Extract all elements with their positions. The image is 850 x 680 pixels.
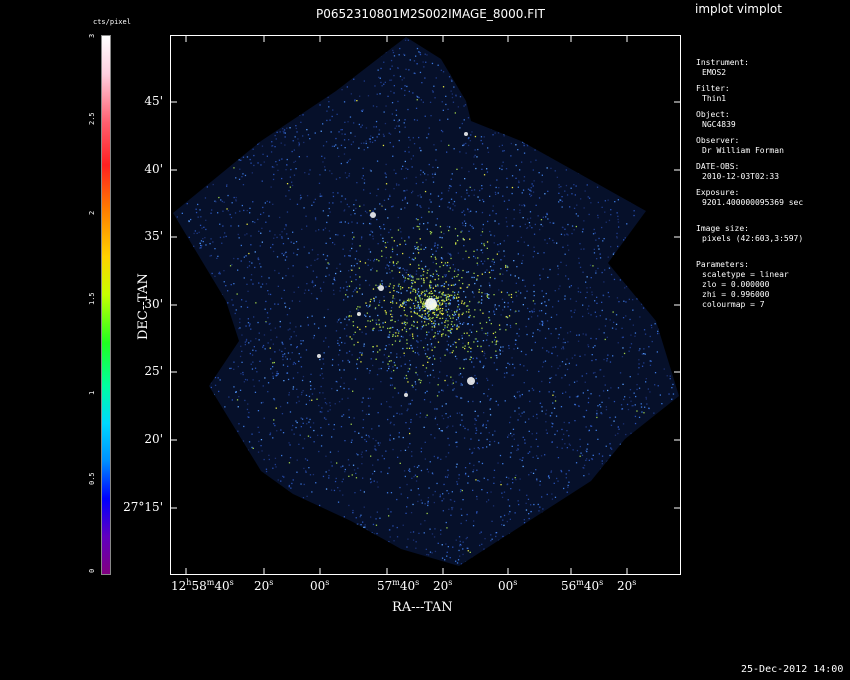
filter-label: Filter: bbox=[696, 84, 730, 93]
dec-tick-label: 40' bbox=[144, 162, 163, 176]
dec-tick-label: 30' bbox=[144, 297, 163, 311]
colorbar-tick-label: 1.5 bbox=[88, 292, 96, 305]
colorbar-tick-label: 0 bbox=[88, 568, 96, 573]
dec-tick-label: 20' bbox=[144, 432, 163, 446]
info-panel: Instrument: EMOS2 Filter: Thin1 Object: … bbox=[696, 58, 803, 310]
dec-tick-label: 27°15' bbox=[123, 500, 163, 514]
ra-tick-label: 56m40s bbox=[561, 578, 604, 593]
xray-image bbox=[173, 37, 679, 566]
point-source bbox=[404, 393, 408, 397]
point-source bbox=[378, 285, 384, 291]
ra-tick-label: 20s bbox=[433, 578, 453, 593]
date-value: 2010-12-03T02:33 bbox=[702, 172, 780, 181]
exposure-value: 9201.400000095369 sec bbox=[702, 198, 804, 207]
instrument-label: Instrument: bbox=[696, 58, 749, 67]
colorbar-tick-label: 2.5 bbox=[88, 112, 96, 125]
param-scaletype: scaletype = linear bbox=[702, 270, 789, 279]
ra-tick-label: 57m40s bbox=[377, 578, 420, 593]
colorbar-tick-label: 0.5 bbox=[88, 472, 96, 485]
ra-tick-label: 12h58m40s bbox=[171, 578, 234, 593]
imagesize-label: Image size: bbox=[696, 224, 749, 233]
date-label: DATE-OBS: bbox=[696, 162, 740, 171]
colorbar-unit-label: cts/pixel bbox=[93, 18, 131, 26]
timestamp: 25-Dec-2012 14:00 bbox=[741, 664, 844, 675]
param-colourmap: colourmap = 7 bbox=[702, 300, 765, 309]
imagesize-value: pixels (42:603,3:597) bbox=[702, 234, 804, 243]
parameters-label: Parameters: bbox=[696, 260, 749, 269]
x-axis-label: RA---TAN bbox=[392, 600, 453, 615]
image-title: P0652310801M2S002IMAGE_8000.FIT bbox=[316, 7, 545, 21]
window-title: implot vimplot bbox=[695, 2, 782, 16]
ra-tick-label: 20s bbox=[617, 578, 637, 593]
observer-label: Observer: bbox=[696, 136, 740, 145]
plot-frame bbox=[170, 35, 681, 575]
ra-tick-label: 00s bbox=[498, 578, 518, 593]
colorbar bbox=[101, 35, 111, 575]
colorbar-tick-label: 3 bbox=[88, 33, 96, 38]
point-source bbox=[464, 132, 468, 136]
y-axis-label: DEC--TAN bbox=[136, 273, 151, 340]
exposure-label: Exposure: bbox=[696, 188, 740, 197]
colorbar-tick-label: 2 bbox=[88, 210, 96, 215]
observer-value: Dr William Forman bbox=[702, 146, 784, 155]
param-zhi: zhi = 0.996000 bbox=[702, 290, 770, 299]
param-zlo: zlo = 0.000000 bbox=[702, 280, 770, 289]
instrument-value: EMOS2 bbox=[702, 68, 727, 77]
dec-tick-label: 35' bbox=[144, 229, 163, 243]
dec-tick-label: 45' bbox=[144, 94, 163, 108]
point-source bbox=[357, 312, 361, 316]
dec-tick-label: 25' bbox=[144, 364, 163, 378]
object-value: NGC4839 bbox=[702, 120, 736, 129]
point-source bbox=[467, 377, 475, 385]
object-label: Object: bbox=[696, 110, 730, 119]
point-source bbox=[317, 354, 321, 358]
filter-value: Thin1 bbox=[702, 94, 727, 103]
ra-tick-label: 00s bbox=[310, 578, 330, 593]
point-source bbox=[425, 298, 437, 310]
colorbar-tick-label: 1 bbox=[88, 390, 96, 395]
point-source bbox=[370, 212, 376, 218]
ra-tick-label: 20s bbox=[254, 578, 274, 593]
